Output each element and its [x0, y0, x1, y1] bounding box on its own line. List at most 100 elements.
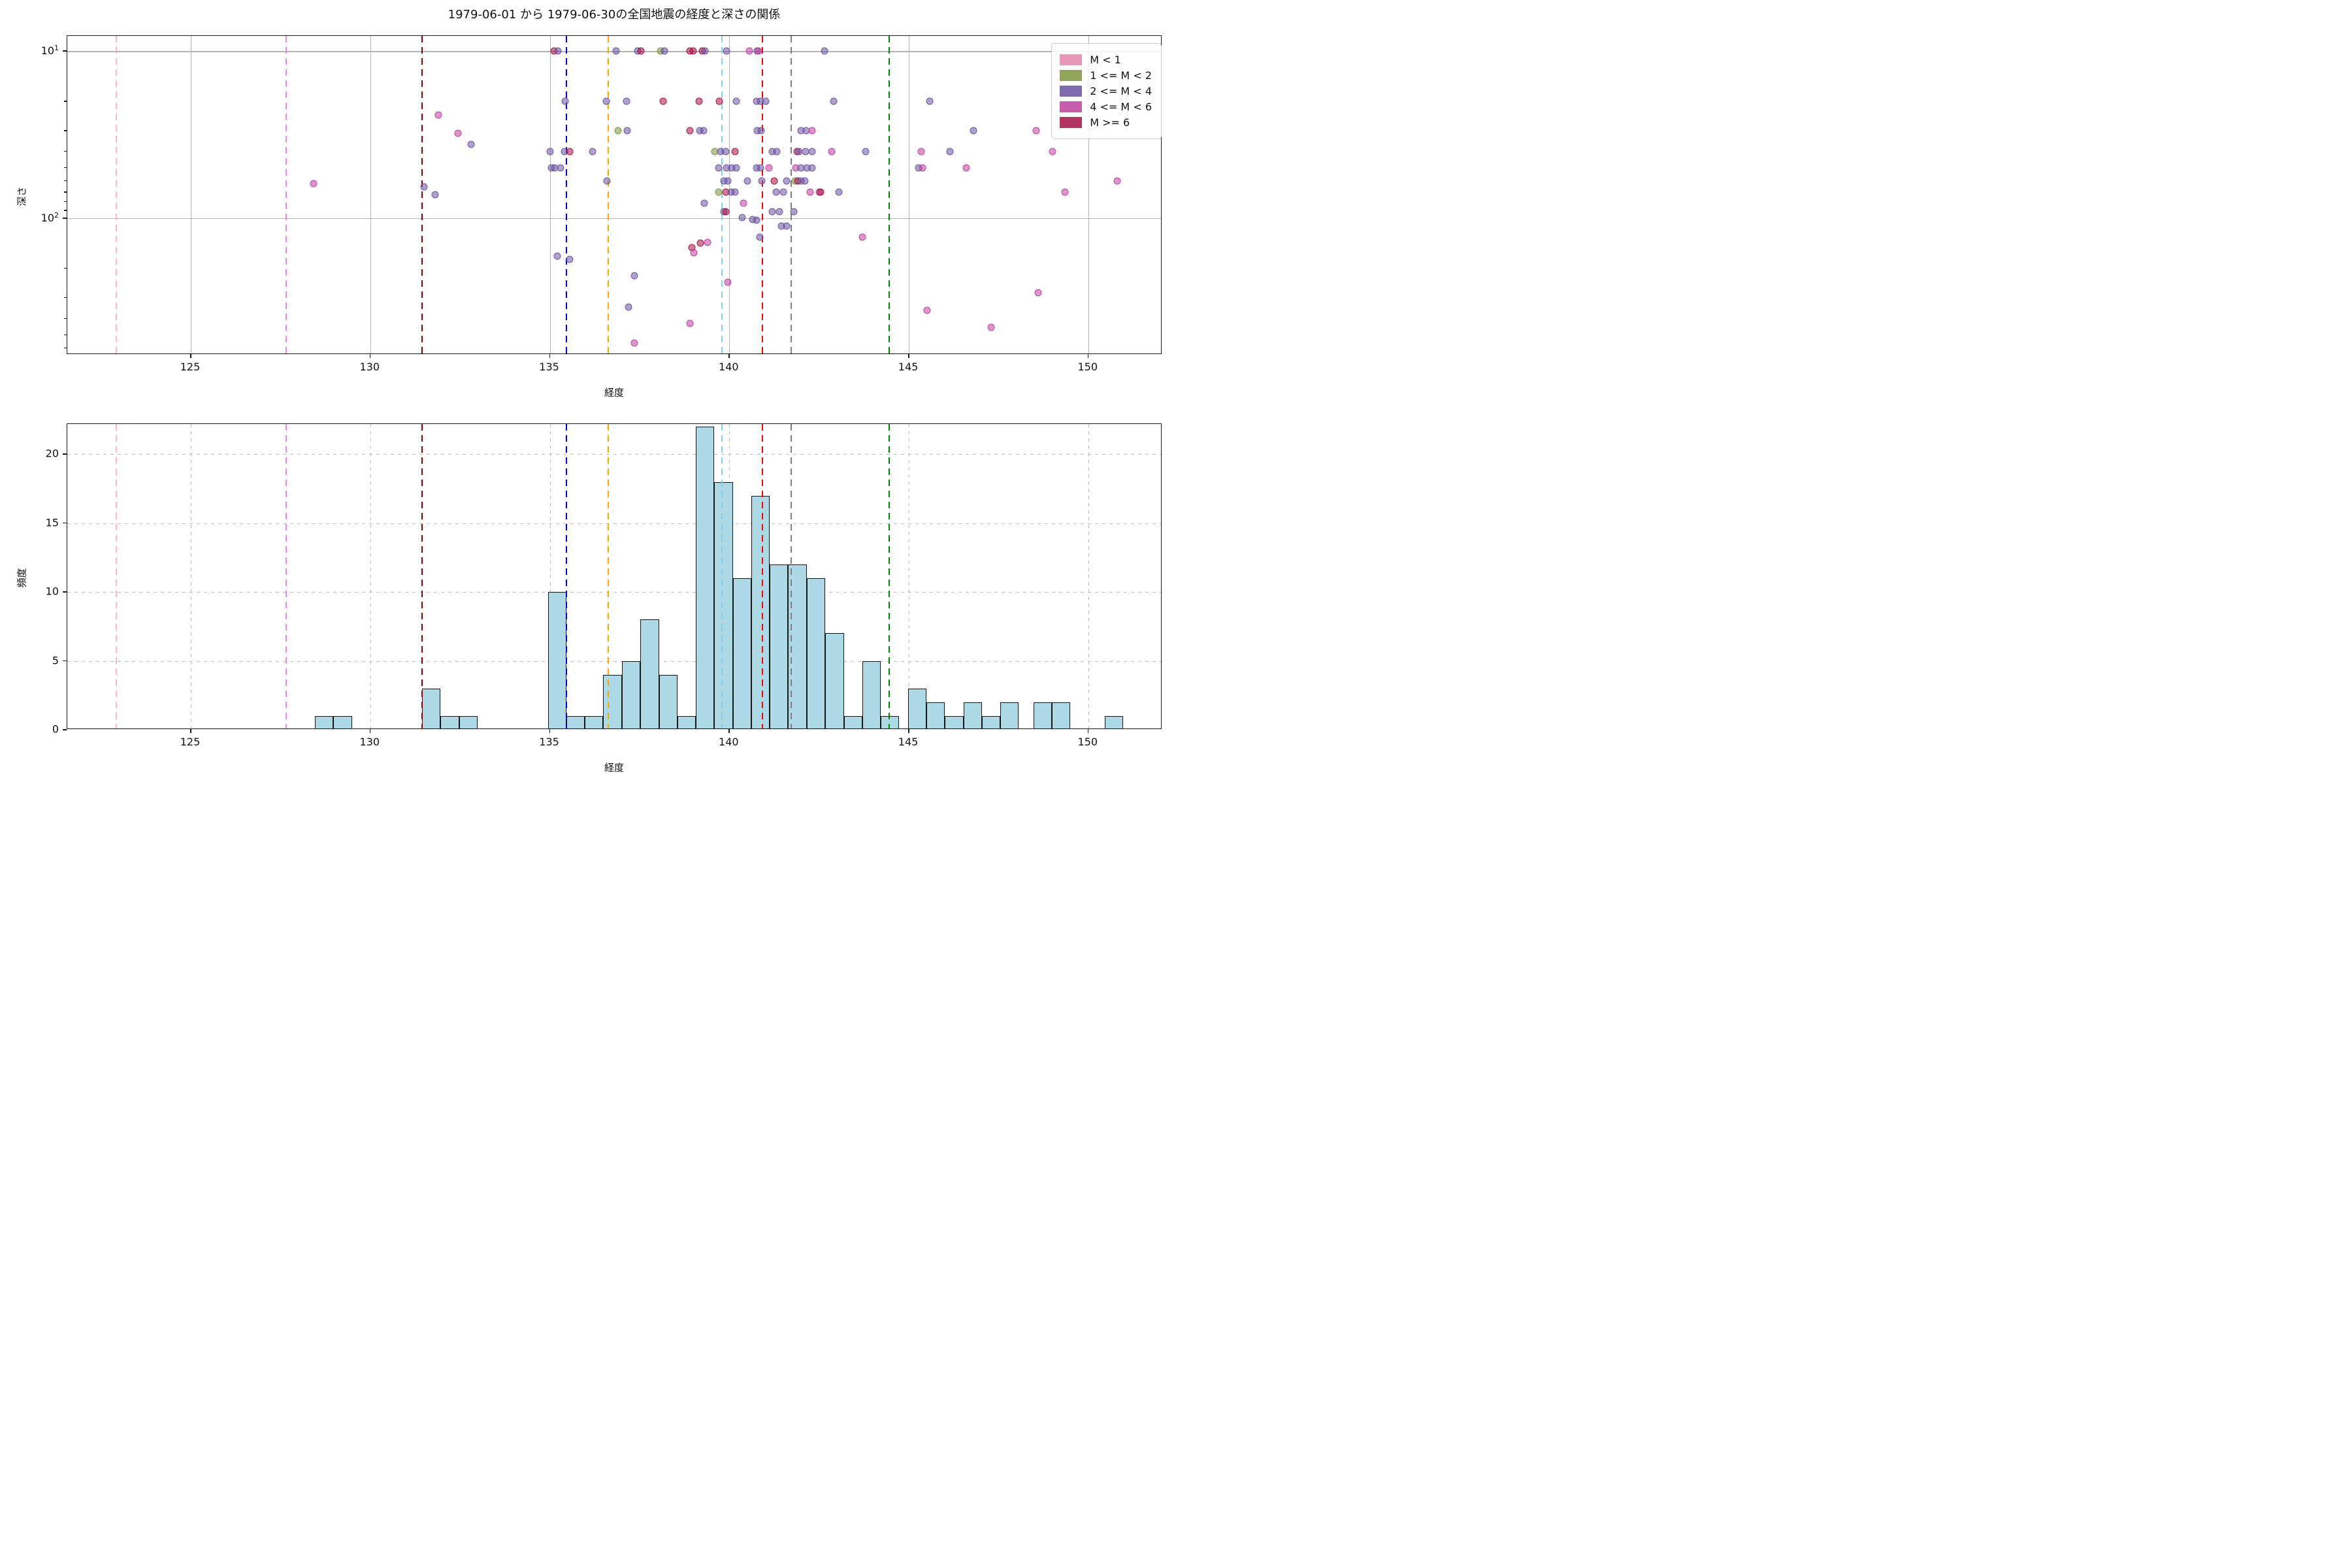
- hist-bar: [944, 715, 964, 729]
- scatter-point: [757, 164, 764, 172]
- scatter-point: [625, 303, 632, 311]
- chart-title: 1979-06-01 から 1979-06-30の全国地震の経度と深さの関係: [448, 8, 781, 22]
- y-minor-tick: [64, 180, 67, 182]
- scatter-point: [817, 188, 825, 196]
- legend-color-patch: [1060, 86, 1083, 97]
- scatter-point: [696, 239, 704, 247]
- x-tick: [1087, 354, 1089, 358]
- legend-item: 2 <= M < 4: [1060, 85, 1152, 97]
- y-tick-label: 101: [41, 44, 59, 57]
- legend-item: 4 <= M < 6: [1060, 101, 1152, 113]
- scatter-point: [637, 47, 645, 55]
- scatter-point: [659, 97, 667, 105]
- y-tick: [63, 50, 67, 52]
- legend-item: 1 <= M < 2: [1060, 69, 1152, 82]
- scatter-point: [630, 272, 638, 280]
- scatter-point: [715, 164, 723, 172]
- legend-label: 4 <= M < 6: [1090, 101, 1152, 113]
- x-tick-label: 130: [359, 736, 380, 748]
- scatter-point: [614, 127, 622, 135]
- scatter-point: [1034, 289, 1042, 297]
- y-tick: [63, 522, 67, 524]
- city-line: [790, 424, 792, 728]
- hist-bar: [981, 715, 1001, 729]
- histogram-ylabel: 頻度: [16, 568, 28, 588]
- x-gridline: [370, 36, 371, 353]
- city-line: [286, 36, 287, 353]
- scatter-point: [431, 191, 439, 199]
- hist-bar: [440, 715, 459, 729]
- scatter-point: [758, 177, 766, 185]
- x-gridline-dashed: [1088, 424, 1089, 728]
- scatter-point: [612, 47, 620, 55]
- city-line: [608, 424, 610, 728]
- figure: 1979-06-01 から 1979-06-30の全国地震の経度と深さの関係 深…: [0, 0, 1176, 784]
- y-minor-tick: [64, 201, 67, 203]
- scatter-point: [828, 148, 836, 155]
- scatter-point: [310, 180, 318, 188]
- scatter-point: [962, 164, 970, 172]
- scatter-point: [835, 188, 843, 196]
- scatter-point: [467, 140, 475, 148]
- hist-bar: [333, 715, 352, 729]
- scatter-point: [700, 199, 708, 207]
- scatter-point: [701, 47, 709, 55]
- x-tick-label: 125: [180, 361, 201, 373]
- city-line: [888, 424, 890, 728]
- city-line: [116, 424, 118, 728]
- scatter-point: [858, 233, 866, 241]
- scatter-plot-area: [67, 35, 1162, 354]
- scatter-point: [755, 47, 762, 55]
- hist-bar: [843, 715, 862, 729]
- legend-label: M < 1: [1090, 54, 1121, 66]
- scatter-point: [808, 148, 816, 155]
- legend: M < 1 1 <= M < 2 2 <= M < 4 4 <= M < 6 M >= …: [1051, 43, 1162, 139]
- x-tick-label: 140: [719, 361, 739, 373]
- histogram-xlabel: 経度: [604, 762, 625, 774]
- hist-bar: [1051, 702, 1071, 729]
- scatter-point: [923, 306, 931, 314]
- hist-bar: [1000, 702, 1019, 729]
- x-tick-label: 145: [898, 736, 919, 748]
- x-tick: [369, 354, 371, 358]
- x-tick: [908, 729, 909, 733]
- x-tick: [369, 729, 371, 733]
- y-tick-label: 20: [45, 447, 59, 460]
- x-tick-label: 140: [719, 736, 739, 748]
- scatter-point: [776, 208, 783, 216]
- hist-bar: [770, 564, 789, 729]
- y-tick-label: 10: [45, 585, 59, 598]
- scatter-point: [1049, 148, 1056, 155]
- legend-color-patch: [1060, 54, 1083, 65]
- scatter-point: [602, 97, 610, 105]
- scatter-point: [686, 127, 694, 135]
- scatter-xlabel: 経度: [604, 387, 625, 399]
- scatter-point: [731, 188, 739, 196]
- scatter-point: [689, 47, 697, 55]
- y-tick: [63, 660, 67, 662]
- city-line: [421, 36, 423, 353]
- city-line: [286, 424, 287, 728]
- hist-bar: [732, 578, 751, 729]
- scatter-point: [753, 216, 760, 224]
- scatter-point: [700, 127, 708, 135]
- hist-bar: [566, 715, 585, 729]
- x-tick: [549, 729, 551, 733]
- hist-bar: [751, 495, 770, 729]
- y-tick-label: 15: [45, 516, 59, 529]
- hist-bar: [585, 715, 604, 729]
- x-tick-label: 125: [180, 736, 201, 748]
- legend-item: M >= 6: [1060, 116, 1152, 129]
- scatter-point: [1032, 127, 1040, 135]
- scatter-point: [715, 97, 723, 105]
- scatter-point: [690, 249, 698, 257]
- scatter-point: [724, 278, 732, 286]
- x-tick: [549, 354, 551, 358]
- x-tick-label: 150: [1077, 736, 1098, 748]
- city-line: [721, 424, 723, 728]
- scatter-point: [557, 164, 564, 172]
- scatter-point: [623, 97, 630, 105]
- x-gridline-dashed: [370, 424, 371, 728]
- scatter-point: [821, 47, 828, 55]
- scatter-point: [765, 164, 773, 172]
